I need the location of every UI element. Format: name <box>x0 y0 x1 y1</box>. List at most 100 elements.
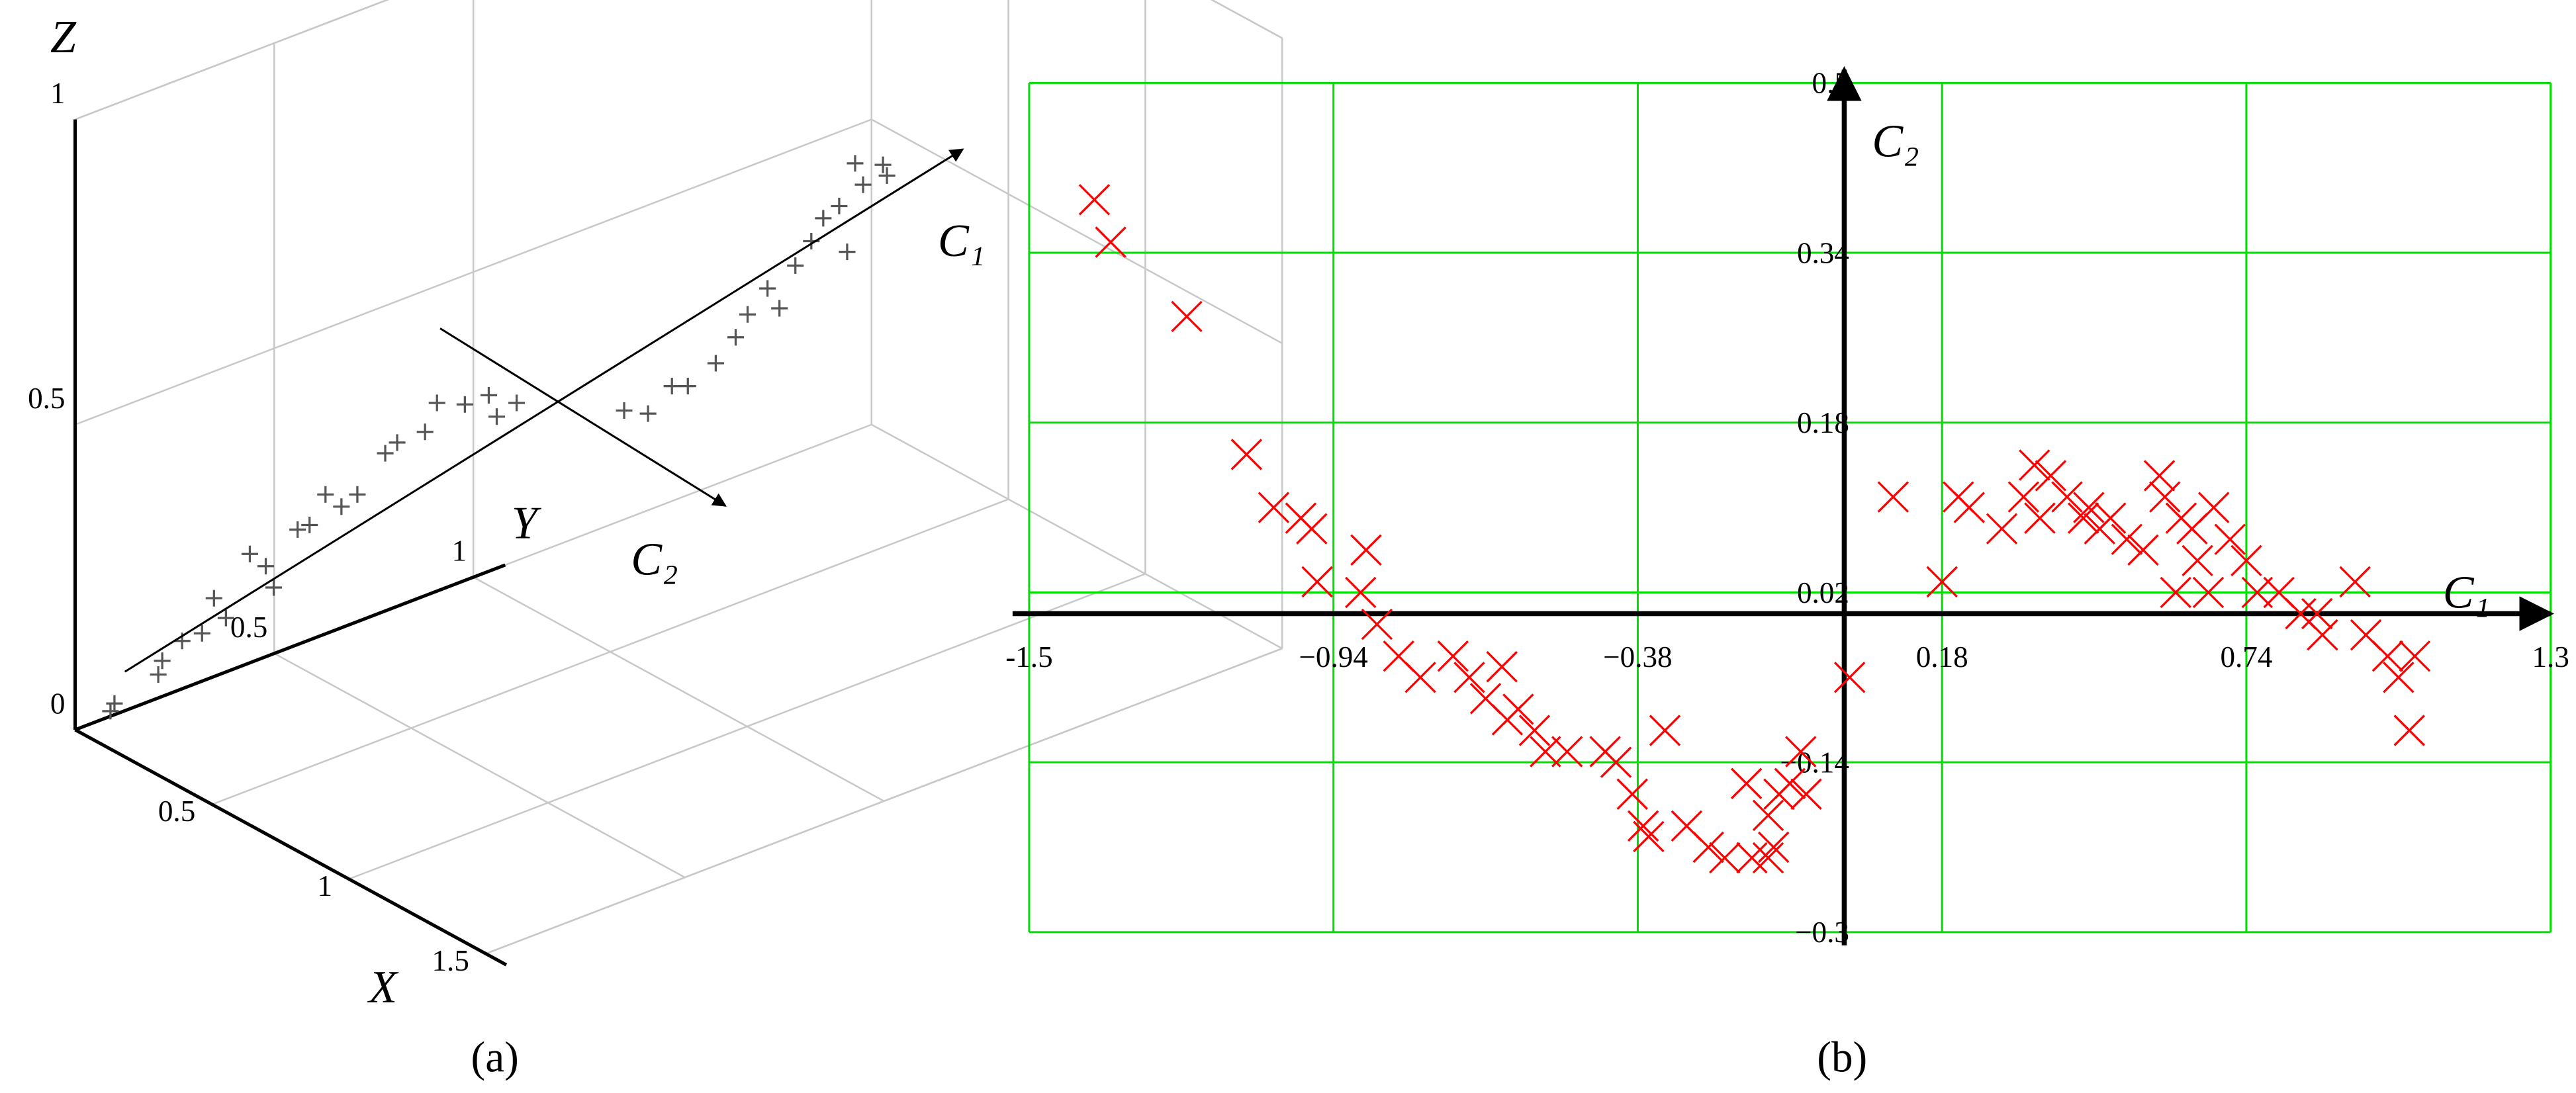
c2-arrow <box>439 328 727 507</box>
point <box>639 405 657 422</box>
point <box>679 378 696 395</box>
point <box>193 625 210 642</box>
point <box>1785 736 1817 767</box>
point <box>456 396 473 413</box>
point <box>616 402 633 419</box>
point <box>1926 566 1958 598</box>
point <box>2035 460 2067 492</box>
point <box>289 521 306 538</box>
point <box>787 257 804 274</box>
grid-line <box>273 652 686 879</box>
point <box>1730 767 1763 799</box>
point <box>2051 481 2083 513</box>
grid-line <box>75 0 389 120</box>
point <box>1361 608 1393 640</box>
point <box>2143 460 2176 492</box>
x-tick-label: 1.5 <box>432 944 469 977</box>
point <box>1877 481 1909 513</box>
x-axis-label: X <box>367 961 399 1013</box>
z-tick-label: 1 <box>50 77 66 110</box>
x-tick-label: 0.18 <box>1916 640 1968 674</box>
plot: -1.5 −0.94 −0.38 0.18 0.74 1.3 −0.3 −0.14 0.02 0.… <box>1005 66 2569 949</box>
point <box>150 666 167 683</box>
point <box>2149 481 2181 513</box>
point <box>416 423 434 441</box>
point <box>1752 842 1784 874</box>
y-tick-label: 0.34 <box>1797 236 1849 269</box>
point <box>106 695 123 712</box>
point <box>1078 184 1111 216</box>
y-tick-label: 1 <box>452 535 467 568</box>
point <box>2301 597 2333 630</box>
box-edge <box>1210 0 1283 39</box>
point <box>815 210 832 227</box>
point <box>205 590 222 607</box>
point <box>1095 226 1127 258</box>
point <box>663 378 680 395</box>
y-tick-label: 0.18 <box>1797 406 1849 439</box>
point <box>2019 449 2050 481</box>
x-tick-label: −0.38 <box>1603 640 1672 674</box>
point <box>1551 736 1583 767</box>
point <box>2073 492 2105 523</box>
point <box>831 197 848 214</box>
grid-line <box>473 576 885 802</box>
point <box>1757 831 1790 863</box>
point <box>377 445 394 462</box>
x-tick-label: −0.94 <box>1299 640 1367 674</box>
point <box>1518 715 1551 746</box>
point <box>217 609 234 627</box>
point <box>2383 662 2415 693</box>
point <box>1301 566 1333 598</box>
point <box>2241 576 2274 609</box>
point <box>1345 576 1377 609</box>
point <box>317 486 334 503</box>
point <box>1437 640 1469 672</box>
point <box>428 394 445 412</box>
y-axis-label: C₂ <box>1872 116 1919 167</box>
caption: (b) <box>1817 1033 1867 1081</box>
grid-line <box>1210 0 1283 39</box>
point <box>349 486 366 503</box>
point <box>727 329 745 346</box>
z-tick-label: 0 <box>50 687 66 720</box>
point <box>1616 778 1648 810</box>
y-tick-label: −0.3 <box>1795 916 1849 949</box>
z-tick-label: 0.5 <box>28 382 65 415</box>
annotation: C₂ <box>631 533 678 585</box>
point <box>2127 534 2159 566</box>
point <box>2024 502 2056 534</box>
x-tick-label: 0.5 <box>158 795 195 828</box>
annotation: C₁ <box>938 215 985 267</box>
y-tick-label: 0.5 <box>230 611 267 644</box>
point <box>480 386 497 404</box>
x-tick-label: -1.5 <box>1005 640 1052 674</box>
x-tick-label: 1.3 <box>2532 640 2569 674</box>
point <box>1953 492 1985 523</box>
y-tick-label: 0.02 <box>1797 576 1849 609</box>
point <box>2307 619 2338 651</box>
point <box>1453 662 1485 693</box>
point <box>154 652 171 670</box>
plot: 0 0.5 1 0.5 1 0.5 1 1.5 <box>28 0 1283 977</box>
point <box>1736 842 1768 874</box>
point <box>759 280 776 297</box>
point <box>1627 810 1659 842</box>
point <box>1774 767 1806 799</box>
y-axis <box>74 563 506 732</box>
x-tick-label: 0.74 <box>2220 640 2272 674</box>
point <box>739 306 757 323</box>
point <box>1600 746 1632 778</box>
caption: (a) <box>471 1033 519 1081</box>
point <box>2111 523 2143 555</box>
point <box>1486 651 1518 683</box>
panel-b: -1.5 −0.94 −0.38 0.18 0.74 1.3 −0.3 −0.14 0.02 0.… <box>1005 66 2569 1081</box>
point <box>2371 640 2404 672</box>
point <box>878 167 896 184</box>
point <box>2399 640 2431 672</box>
point <box>1258 492 1290 523</box>
point <box>2192 576 2225 609</box>
point <box>771 300 788 317</box>
